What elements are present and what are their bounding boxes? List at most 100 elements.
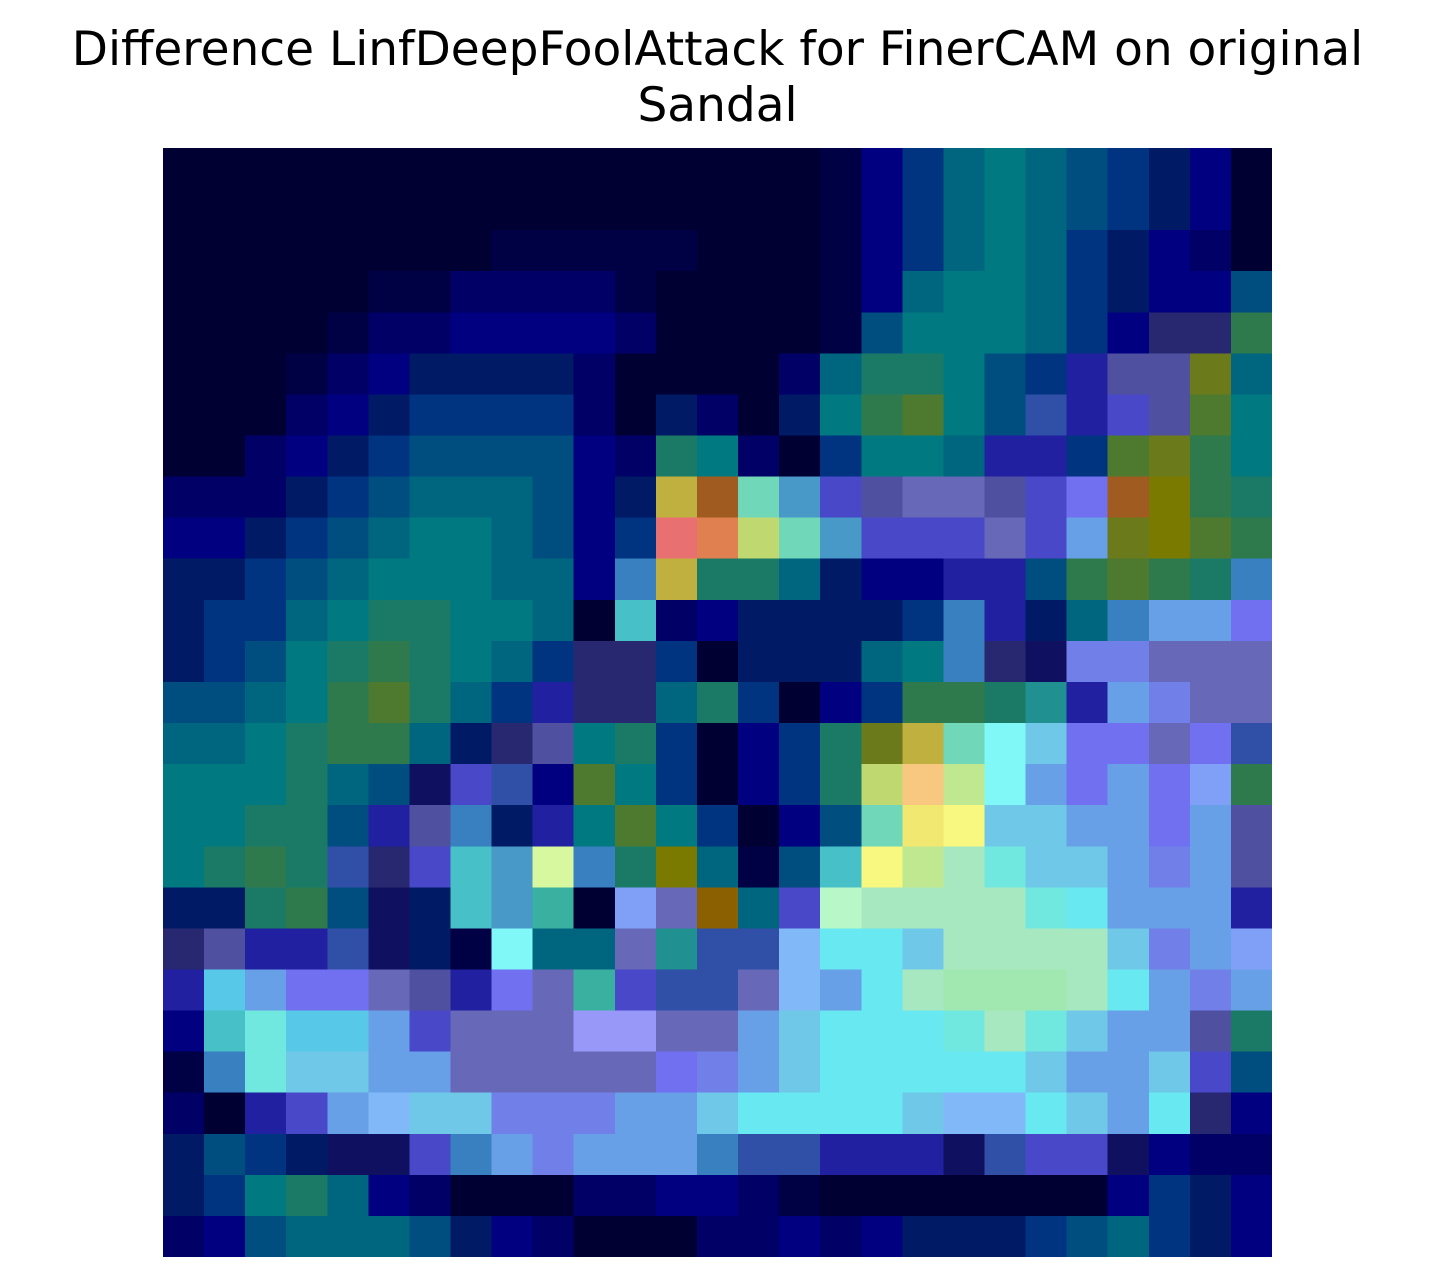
heatmap-cell <box>409 476 452 519</box>
heatmap-cell <box>738 189 780 231</box>
heatmap-cell <box>902 640 944 683</box>
heatmap-cell <box>1230 394 1272 437</box>
heatmap-cell <box>614 558 657 601</box>
heatmap-cell <box>409 435 452 478</box>
heatmap-cell <box>943 517 986 560</box>
heatmap-cell <box>245 928 287 971</box>
heatmap-cell <box>163 394 205 437</box>
heatmap-cell <box>696 394 739 437</box>
heatmap-cell <box>245 476 287 519</box>
heatmap-cell <box>655 599 698 642</box>
heatmap-cell <box>1230 476 1272 519</box>
heatmap-cell <box>779 805 821 847</box>
heatmap-cell <box>573 681 616 724</box>
heatmap-cell <box>861 640 903 683</box>
heatmap-cell <box>738 353 780 396</box>
heatmap-cell <box>1230 1133 1272 1176</box>
heatmap-cell <box>861 969 903 1012</box>
heatmap-cell <box>450 148 493 190</box>
heatmap-cell <box>1189 1215 1232 1257</box>
heatmap-cell <box>1148 846 1191 888</box>
heatmap-cell <box>614 271 657 313</box>
heatmap-cell <box>163 476 205 519</box>
heatmap-cell <box>943 640 986 683</box>
heatmap-cell <box>204 476 246 519</box>
heatmap-cell <box>861 353 903 396</box>
heatmap-cell <box>614 517 657 560</box>
heatmap-cell <box>1189 1174 1232 1217</box>
heatmap-cell <box>738 640 780 683</box>
heatmap-cell <box>943 599 986 642</box>
heatmap-cell <box>1066 394 1109 437</box>
heatmap-cell <box>1025 271 1068 313</box>
heatmap-cell <box>573 558 616 601</box>
heatmap-cell <box>1025 230 1068 272</box>
heatmap-cell <box>368 394 411 437</box>
heatmap-cell <box>738 1051 780 1094</box>
heatmap-cell <box>368 230 411 272</box>
heatmap-cell <box>450 599 493 642</box>
heatmap-cell <box>1066 599 1109 642</box>
heatmap-cell <box>532 764 575 806</box>
heatmap-cell <box>820 353 862 396</box>
heatmap-cell <box>204 230 246 272</box>
heatmap-cell <box>532 271 575 313</box>
heatmap-cell <box>779 928 821 971</box>
heatmap-cell <box>573 230 616 272</box>
heatmap-cell <box>1230 230 1272 272</box>
heatmap-cell <box>286 846 328 888</box>
heatmap-cell <box>163 681 205 724</box>
heatmap-cell <box>368 517 411 560</box>
heatmap-cell <box>738 1092 780 1135</box>
heatmap-cell <box>738 928 780 971</box>
heatmap-cell <box>1025 887 1068 929</box>
heatmap-cell <box>450 969 493 1012</box>
heatmap-cell <box>655 517 698 560</box>
heatmap-cell <box>204 394 246 437</box>
heatmap-plot <box>163 148 1272 1257</box>
heatmap-cell <box>286 230 328 272</box>
heatmap-cell <box>902 1215 944 1257</box>
heatmap-cell <box>738 312 780 354</box>
heatmap-cell <box>1230 1215 1272 1257</box>
heatmap-cell <box>245 1215 287 1257</box>
heatmap-cell <box>1066 435 1109 478</box>
heatmap-cell <box>1148 1010 1191 1053</box>
heatmap-cell <box>820 1092 862 1135</box>
heatmap-cell <box>779 723 821 765</box>
heatmap-cell <box>1230 723 1272 765</box>
heatmap-cell <box>1066 1051 1109 1094</box>
heatmap-cell <box>491 887 534 929</box>
heatmap-cell <box>573 928 616 971</box>
heatmap-cell <box>738 887 780 929</box>
heatmap-cell <box>696 969 739 1012</box>
heatmap-cell <box>943 476 986 519</box>
heatmap-cell <box>245 558 287 601</box>
heatmap-cell <box>984 1215 1027 1257</box>
heatmap-cell <box>204 805 246 847</box>
heatmap-cell <box>1107 435 1150 478</box>
heatmap-cell <box>614 846 657 888</box>
heatmap-cell <box>491 1174 534 1217</box>
heatmap-cell <box>614 189 657 231</box>
heatmap-cell <box>204 969 246 1012</box>
heatmap-cell <box>245 148 287 190</box>
heatmap-cell <box>1189 887 1232 929</box>
heatmap-cell <box>286 681 328 724</box>
heatmap-cell <box>902 558 944 601</box>
heatmap-cell <box>450 394 493 437</box>
heatmap-cell <box>779 558 821 601</box>
heatmap-cell <box>327 312 369 354</box>
heatmap-cell <box>491 681 534 724</box>
heatmap-cell <box>1107 189 1150 231</box>
heatmap-cell <box>1148 640 1191 683</box>
heatmap-cell <box>902 764 944 806</box>
heatmap-cell <box>779 435 821 478</box>
heatmap-cell <box>696 312 739 354</box>
heatmap-cell <box>1107 1010 1150 1053</box>
heatmap-cell <box>327 887 369 929</box>
heatmap-cell <box>204 681 246 724</box>
heatmap-cell <box>163 435 205 478</box>
heatmap-cell <box>368 312 411 354</box>
heatmap-cell <box>1148 887 1191 929</box>
